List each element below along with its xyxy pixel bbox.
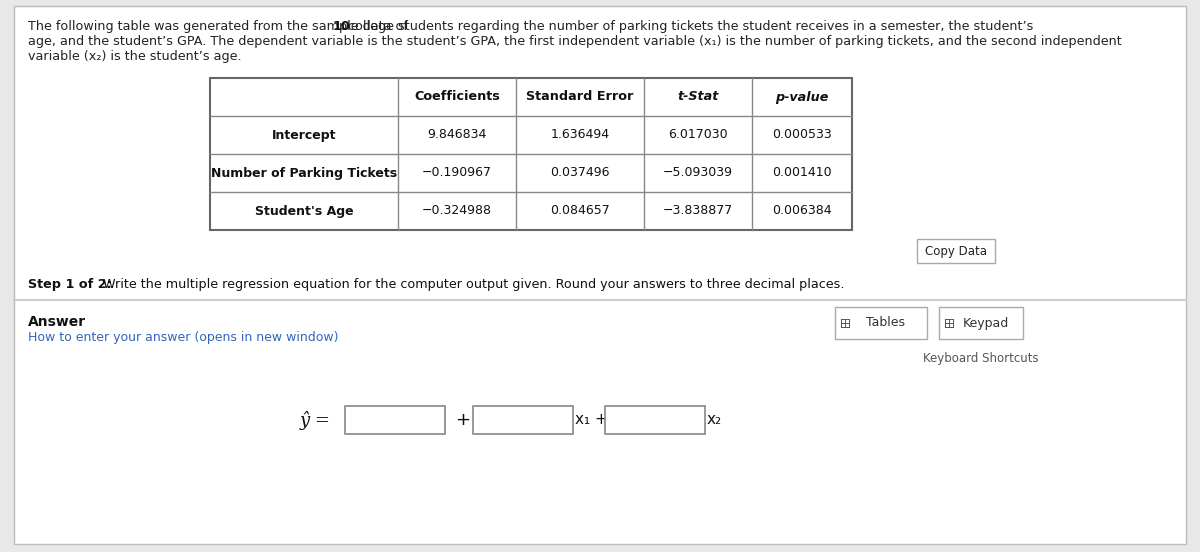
Text: x₁ +: x₁ +: [575, 412, 607, 427]
Text: How to enter your answer (opens in new window): How to enter your answer (opens in new w…: [28, 331, 338, 344]
Text: Keypad: Keypad: [962, 316, 1009, 330]
Text: Standard Error: Standard Error: [527, 91, 634, 104]
Text: 1.636494: 1.636494: [551, 129, 610, 141]
Text: ŷ =: ŷ =: [300, 411, 331, 429]
Text: Intercept: Intercept: [271, 129, 336, 141]
Text: Write the multiple regression equation for the computer output given. Round your: Write the multiple regression equation f…: [95, 278, 844, 291]
Text: x₂: x₂: [707, 412, 722, 427]
Text: −5.093039: −5.093039: [662, 167, 733, 179]
Text: Answer: Answer: [28, 315, 86, 329]
Bar: [473, 406, 574, 434]
Text: 10: 10: [332, 20, 350, 33]
FancyBboxPatch shape: [940, 307, 1022, 339]
FancyBboxPatch shape: [14, 6, 1186, 544]
Text: Step 1 of 2:: Step 1 of 2:: [28, 278, 112, 291]
Text: −0.324988: −0.324988: [422, 204, 492, 217]
Text: 0.084657: 0.084657: [550, 204, 610, 217]
Text: 0.006384: 0.006384: [772, 204, 832, 217]
Text: 0.001410: 0.001410: [772, 167, 832, 179]
Text: −0.190967: −0.190967: [422, 167, 492, 179]
Text: Tables: Tables: [866, 316, 906, 330]
Text: variable (x₂) is the student’s age.: variable (x₂) is the student’s age.: [28, 50, 241, 63]
Text: 6.017030: 6.017030: [668, 129, 728, 141]
Text: Number of Parking Tickets: Number of Parking Tickets: [211, 167, 397, 179]
Text: 9.846834: 9.846834: [427, 129, 487, 141]
FancyBboxPatch shape: [835, 307, 928, 339]
Text: 0.000533: 0.000533: [772, 129, 832, 141]
Text: Coefficients: Coefficients: [414, 91, 500, 104]
Bar: [346, 406, 445, 434]
Bar: [210, 78, 852, 230]
Text: t-Stat: t-Stat: [677, 91, 719, 104]
Text: Student's Age: Student's Age: [254, 204, 353, 217]
Text: p-value: p-value: [775, 91, 829, 104]
Text: 0.037496: 0.037496: [551, 167, 610, 179]
FancyBboxPatch shape: [917, 239, 995, 263]
Text: −3.838877: −3.838877: [662, 204, 733, 217]
Text: age, and the student’s GPA. The dependent variable is the student’s GPA, the fir: age, and the student’s GPA. The dependen…: [28, 35, 1122, 48]
Bar: [605, 406, 706, 434]
Text: The following table was generated from the sample data of: The following table was generated from t…: [28, 20, 412, 33]
Text: Keyboard Shortcuts: Keyboard Shortcuts: [923, 352, 1039, 365]
Text: college students regarding the number of parking tickets the student receives in: college students regarding the number of…: [344, 20, 1033, 33]
Text: +: +: [455, 411, 470, 429]
Text: Copy Data: Copy Data: [925, 245, 986, 257]
